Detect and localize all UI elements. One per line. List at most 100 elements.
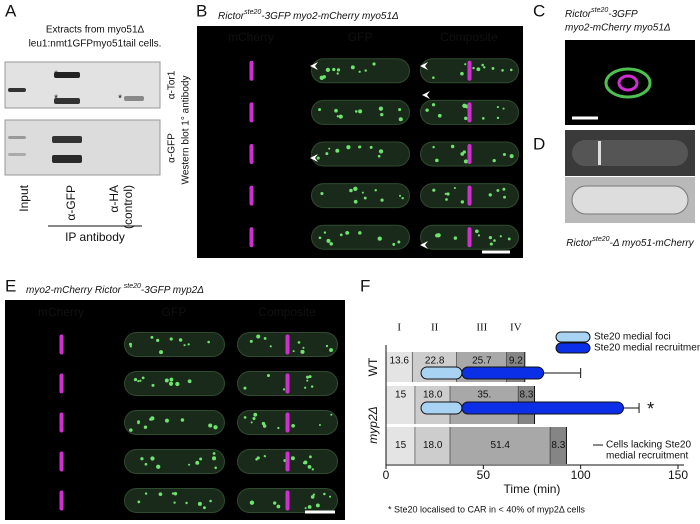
dot [328,147,331,150]
dot [144,462,148,466]
value-label: 18.0 [423,390,443,401]
title-part: -3GFP myp2Δ [141,285,204,296]
dot [128,342,133,346]
cell [124,371,225,396]
dot [306,379,309,382]
cell [604,67,652,99]
dot [178,338,183,342]
dot [325,344,329,348]
dot [169,337,173,341]
ring [59,451,64,472]
dot [335,148,340,153]
range-oval [461,366,545,380]
title-part: ste20 [244,9,261,16]
asterisk: * [118,94,122,105]
dot [261,421,266,426]
dot [507,237,511,241]
range-oval [461,401,624,415]
dot [425,108,429,112]
dot [249,339,253,343]
dot [290,456,295,461]
dot [349,188,353,193]
dot [173,501,176,504]
dot [276,504,281,509]
range-oval [420,366,463,380]
dot [445,198,448,201]
cell [571,185,689,215]
band [52,136,82,143]
dot [353,186,358,191]
dot [336,72,339,75]
dot [325,152,329,156]
column-header: GFP [348,30,373,44]
dot [502,107,505,110]
dot [139,379,142,382]
panel-label: E [5,276,16,295]
arrowhead [420,241,428,249]
dot [207,340,210,344]
ring [59,412,64,433]
blot [4,61,161,109]
dot [137,421,140,425]
dot [378,149,384,154]
dot [361,191,364,194]
cell [311,141,410,167]
dot [243,416,247,419]
dot [312,493,316,496]
dot [503,195,507,199]
legend-label: Ste20 medial recruitment [594,343,700,354]
dot [143,425,148,429]
ring [617,74,639,92]
dot [496,116,500,120]
dot [269,345,272,348]
ring [249,144,254,164]
value-label: 22.8 [425,356,445,367]
ring [467,102,472,123]
title-part: Rictor [565,9,592,20]
dot [330,413,333,416]
micrograph [565,40,695,125]
column-header: mCherry [228,30,274,44]
dot [273,501,277,505]
dot [325,67,331,73]
dot [380,198,384,202]
column-header: mCherry [38,305,84,319]
band [54,72,80,78]
dot [323,492,326,496]
column-header: Composite [440,30,498,44]
dot [374,189,377,192]
arrowhead [420,62,428,70]
dot [151,383,155,387]
dot [277,426,280,430]
panel-a-title: leu1:nmt1GFPmyo51tail cells. [29,39,162,50]
side-label: Western blot 1° antibody [181,76,192,185]
segment [386,352,413,382]
value-label: 51.4 [491,440,511,451]
dot [195,460,200,465]
dot [250,421,253,424]
value-label: 15 [395,440,407,451]
dot [464,116,468,121]
value-label: 25.7 [472,356,492,367]
dot [318,423,321,426]
dot [432,145,435,149]
band [54,98,80,104]
dot [144,492,148,495]
segment [450,427,551,464]
dot [306,375,310,379]
group-label: myp2Δ [366,406,380,443]
dot [164,418,169,423]
dot [164,378,169,383]
ring [285,373,290,394]
cell [311,58,410,84]
dot [213,425,218,430]
dot [214,466,217,470]
dot [212,452,216,455]
dot [358,70,361,73]
value-label: 8.3 [551,440,565,451]
blot [4,119,161,176]
dot [252,416,256,421]
dot [188,463,191,466]
dot [208,423,213,428]
cell [572,140,688,166]
